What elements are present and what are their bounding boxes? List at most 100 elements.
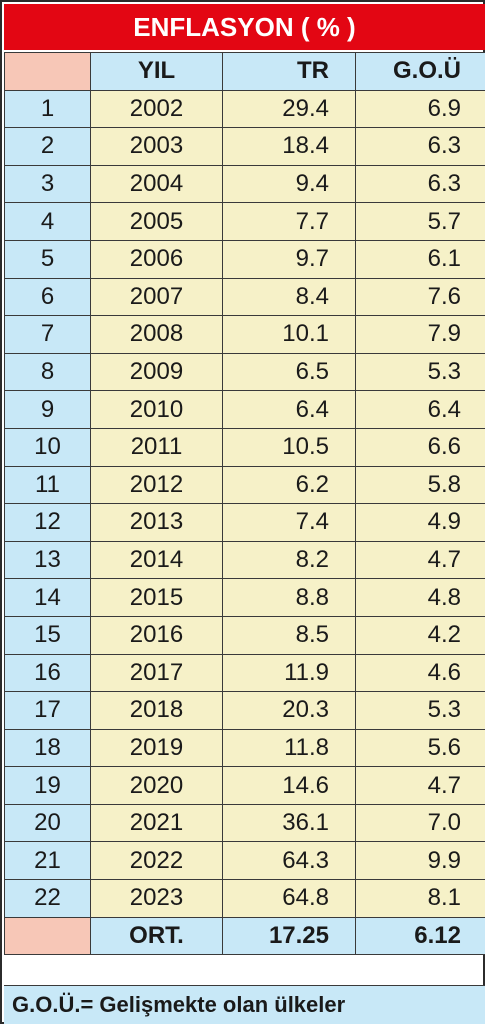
row-year: 2023 (90, 879, 223, 918)
row-tr-value: 11.8 (222, 728, 356, 768)
row-tr-value: 6.4 (222, 390, 356, 429)
row-gou-value: 4.6 (355, 653, 485, 693)
row-tr-value: 10.5 (222, 427, 356, 467)
table-row: 7 2008 10.1 7.9 (4, 315, 485, 354)
table-row: 20 2021 36.1 7.0 (4, 803, 485, 843)
table-row: 8 2009 6.5 5.3 (4, 352, 485, 392)
row-index: 10 (4, 427, 91, 467)
row-index: 17 (4, 691, 91, 730)
table-row: 21 2022 64.3 9.9 (4, 841, 485, 881)
row-index: 5 (4, 239, 91, 279)
row-tr-value: 14.6 (222, 766, 356, 805)
row-year: 2021 (90, 803, 223, 843)
average-gou: 6.12 (355, 916, 485, 956)
row-year: 2012 (90, 465, 223, 505)
table-row: 17 2018 20.3 5.3 (4, 691, 485, 730)
row-index: 9 (4, 390, 91, 429)
row-year: 2005 (90, 202, 223, 241)
row-index: 3 (4, 164, 91, 204)
row-tr-value: 8.2 (222, 540, 356, 580)
row-year: 2009 (90, 352, 223, 392)
row-tr-value: 9.7 (222, 239, 356, 279)
row-tr-value: 6.2 (222, 465, 356, 505)
row-gou-value: 6.3 (355, 127, 485, 166)
row-gou-value: 6.1 (355, 239, 485, 279)
table-row: 5 2006 9.7 6.1 (4, 239, 485, 279)
row-year: 2015 (90, 578, 223, 617)
table-row: 16 2017 11.9 4.6 (4, 653, 485, 693)
row-year: 2008 (90, 315, 223, 354)
row-gou-value: 5.7 (355, 202, 485, 241)
row-tr-value: 8.5 (222, 615, 356, 655)
row-year: 2016 (90, 615, 223, 655)
row-year: 2004 (90, 164, 223, 204)
row-index: 19 (4, 766, 91, 805)
row-index: 14 (4, 578, 91, 617)
row-gou-value: 6.3 (355, 164, 485, 204)
row-index: 12 (4, 503, 91, 542)
row-tr-value: 20.3 (222, 691, 356, 730)
row-tr-value: 7.7 (222, 202, 356, 241)
row-gou-value: 6.6 (355, 427, 485, 467)
average-row: ORT. 17.25 6.12 (4, 916, 485, 956)
row-tr-value: 8.8 (222, 578, 356, 617)
average-label: ORT. (90, 916, 223, 956)
table-row: 11 2012 6.2 5.8 (4, 465, 485, 505)
row-gou-value: 6.9 (355, 89, 485, 129)
row-index: 13 (4, 540, 91, 580)
table-row: 1 2002 29.4 6.9 (4, 89, 485, 129)
header-gou: G.O.Ü (355, 52, 485, 91)
header-corner-cell (4, 52, 91, 91)
table-row: 6 2007 8.4 7.6 (4, 277, 485, 317)
header-tr: TR (222, 52, 356, 91)
row-index: 8 (4, 352, 91, 392)
row-year: 2011 (90, 427, 223, 467)
row-gou-value: 9.9 (355, 841, 485, 881)
row-index: 22 (4, 879, 91, 918)
row-index: 11 (4, 465, 91, 505)
row-gou-value: 8.1 (355, 879, 485, 918)
table-row: 2 2003 18.4 6.3 (4, 127, 485, 166)
row-gou-value: 5.8 (355, 465, 485, 505)
row-tr-value: 10.1 (222, 315, 356, 354)
row-gou-value: 7.6 (355, 277, 485, 317)
table-row: 3 2004 9.4 6.3 (4, 164, 485, 204)
row-tr-value: 11.9 (222, 653, 356, 693)
row-year: 2006 (90, 239, 223, 279)
row-index: 1 (4, 89, 91, 129)
average-tr: 17.25 (222, 916, 356, 956)
row-index: 20 (4, 803, 91, 843)
row-tr-value: 64.3 (222, 841, 356, 881)
row-tr-value: 8.4 (222, 277, 356, 317)
row-gou-value: 5.3 (355, 352, 485, 392)
row-tr-value: 29.4 (222, 89, 356, 129)
table-row: 10 2011 10.5 6.6 (4, 427, 485, 467)
footnote: G.O.Ü.= Gelişmekte olan ülkeler (4, 985, 485, 1024)
row-gou-value: 7.9 (355, 315, 485, 354)
row-year: 2003 (90, 127, 223, 166)
row-gou-value: 4.8 (355, 578, 485, 617)
row-year: 2018 (90, 691, 223, 730)
table-row: 14 2015 8.8 4.8 (4, 578, 485, 617)
table-row: 9 2010 6.4 6.4 (4, 390, 485, 429)
row-gou-value: 4.2 (355, 615, 485, 655)
row-year: 2020 (90, 766, 223, 805)
row-year: 2019 (90, 728, 223, 768)
row-tr-value: 18.4 (222, 127, 356, 166)
table-body: 1 2002 29.4 6.9 2 2003 18.4 6.3 3 2004 9.4 6.3 4 2005… (4, 89, 485, 918)
row-gou-value: 6.4 (355, 390, 485, 429)
row-year: 2002 (90, 89, 223, 129)
row-tr-value: 36.1 (222, 803, 356, 843)
average-corner-cell (4, 916, 91, 956)
row-index: 21 (4, 841, 91, 881)
table-row: 12 2013 7.4 4.9 (4, 503, 485, 542)
row-index: 15 (4, 615, 91, 655)
row-gou-value: 7.0 (355, 803, 485, 843)
row-tr-value: 9.4 (222, 164, 356, 204)
row-year: 2014 (90, 540, 223, 580)
row-tr-value: 64.8 (222, 879, 356, 918)
header-year: YIL (90, 52, 223, 91)
header-row: YIL TR G.O.Ü (4, 52, 485, 91)
row-gou-value: 4.7 (355, 766, 485, 805)
